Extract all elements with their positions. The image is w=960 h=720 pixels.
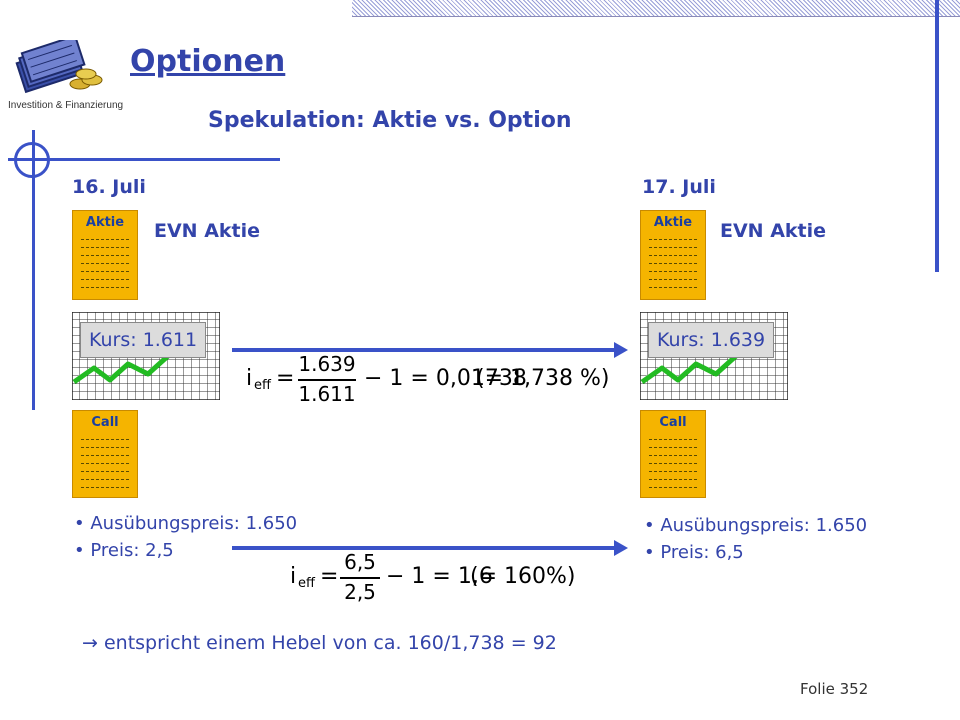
leverage-text: entspricht einem Hebel von ca. 160/1,738… bbox=[103, 632, 557, 654]
left-horizontal-line bbox=[8, 158, 280, 161]
formula1-eq: = bbox=[276, 366, 295, 391]
formula2-sub: eff bbox=[298, 576, 315, 591]
leverage-statement: → entspricht einem Hebel von ca. 160/1,7… bbox=[82, 632, 557, 654]
list-item: • Preis: 6,5 bbox=[644, 542, 744, 563]
crosshair-circle bbox=[14, 142, 50, 178]
left-bullet-list: • Ausübungspreis: 1.650 • Preis: 2,5 bbox=[74, 510, 297, 564]
formula2-rest: − 1 = 1,6 bbox=[386, 564, 493, 589]
right-aktie-doc-label: Aktie bbox=[653, 215, 693, 230]
right-call-doc-label: Call bbox=[659, 415, 687, 430]
left-accent-line bbox=[32, 130, 35, 410]
formula2-paren: (= 160%) bbox=[470, 564, 576, 589]
list-item: • Ausübungspreis: 1.650 bbox=[74, 513, 298, 534]
formula2-denominator: 2,5 bbox=[344, 580, 376, 604]
page-title: Optionen bbox=[130, 44, 286, 79]
formula1-denominator: 1.611 bbox=[298, 382, 356, 406]
formula1-rest: − 1 = 0,01738 bbox=[364, 366, 527, 391]
right-evn-label: EVN Aktie bbox=[720, 220, 827, 242]
formula2-eq: = bbox=[320, 564, 339, 589]
implies-arrow-icon: → bbox=[82, 632, 98, 654]
left-evn-label: EVN Aktie bbox=[154, 220, 261, 242]
money-stack-icon bbox=[15, 40, 103, 94]
list-item: • Preis: 2,5 bbox=[74, 540, 174, 561]
right-kurs-label: Kurs: 1.639 bbox=[648, 322, 775, 358]
formula1-lhs: i bbox=[246, 366, 253, 391]
right-aktie-document-icon: Aktie bbox=[640, 210, 706, 300]
right-arrow-icon bbox=[232, 342, 628, 358]
right-call-document-icon: Call bbox=[640, 410, 706, 498]
left-date: 16. Juli bbox=[72, 176, 146, 198]
formula1-numerator: 1.639 bbox=[298, 352, 356, 376]
formula2-lhs: i bbox=[290, 564, 297, 589]
right-accent-line bbox=[935, 0, 939, 272]
logo-caption: Investition & Finanzierung bbox=[8, 100, 124, 111]
formula1-sub: eff bbox=[254, 378, 271, 393]
left-aktie-document-icon: Aktie bbox=[72, 210, 138, 300]
page-subtitle: Spekulation: Aktie vs. Option bbox=[208, 108, 572, 133]
left-aktie-doc-label: Aktie bbox=[85, 215, 125, 230]
list-item: • Ausübungspreis: 1.650 bbox=[644, 515, 868, 536]
top-pattern-bar bbox=[352, 0, 960, 17]
right-date: 17. Juli bbox=[642, 176, 716, 198]
left-kurs-label: Kurs: 1.611 bbox=[80, 322, 207, 358]
right-arrow-icon bbox=[232, 540, 628, 556]
right-bullet-list: • Ausübungspreis: 1.650 • Preis: 6,5 bbox=[644, 512, 867, 566]
fraction-bar bbox=[298, 379, 356, 381]
formula1-paren: (= 1,738 %) bbox=[476, 366, 610, 391]
formula2-numerator: 6,5 bbox=[344, 550, 376, 574]
slide-number: Folie 352 bbox=[800, 680, 869, 698]
left-call-doc-label: Call bbox=[91, 415, 119, 430]
left-call-document-icon: Call bbox=[72, 410, 138, 498]
fraction-bar bbox=[340, 577, 380, 579]
